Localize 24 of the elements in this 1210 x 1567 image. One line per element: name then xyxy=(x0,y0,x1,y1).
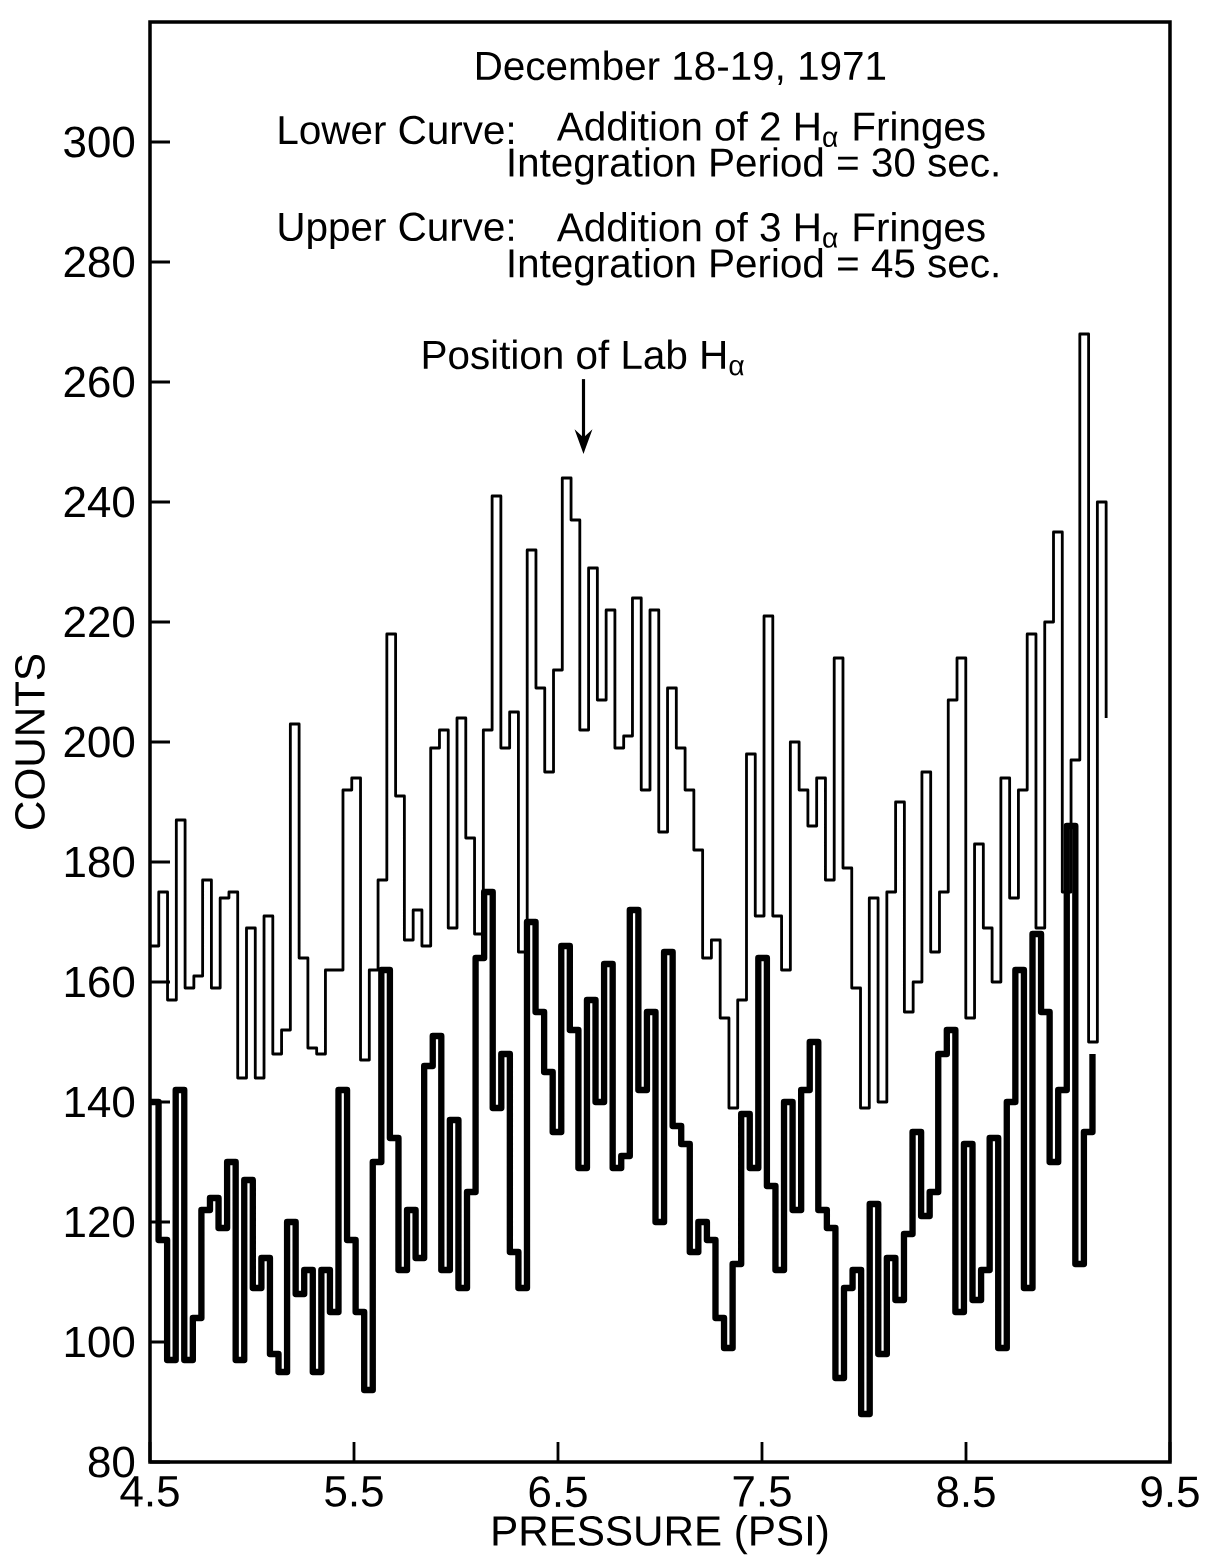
y-tick-label: 220 xyxy=(64,606,135,638)
y-axis-title: COUNTS xyxy=(15,654,45,829)
y-tick-label: 300 xyxy=(64,126,135,158)
y-tick-label: 80 xyxy=(88,1446,135,1478)
y-tick-label: 100 xyxy=(65,1326,135,1358)
x-tick-label: 9.5 xyxy=(1141,1476,1199,1508)
x-tick-label: 5.5 xyxy=(325,1476,383,1507)
x-tick-label: 4.5 xyxy=(120,1476,179,1507)
annotation: Lower Curve: xyxy=(279,115,513,145)
text: December 18-19, 1971 xyxy=(477,50,886,86)
annotation: Upper Curve: xyxy=(279,212,513,250)
x-tick-label: 8.5 xyxy=(937,1476,995,1508)
x-axis-title: PRESSURE (PSI) xyxy=(493,1514,828,1555)
y-tick-label: 140 xyxy=(65,1086,135,1118)
y-tick-label: 260 xyxy=(64,366,135,398)
y-tick-label: 240 xyxy=(64,486,135,518)
y-tick-label: 280 xyxy=(64,246,135,278)
y-tick-label: 120 xyxy=(65,1206,135,1238)
y-tick-label: 160 xyxy=(65,966,135,998)
x-tick-label: 7.5 xyxy=(733,1476,791,1507)
x-tick-label: 6.5 xyxy=(529,1476,587,1508)
y-tick-label: 180 xyxy=(65,846,135,878)
y-tick-label: 200 xyxy=(64,726,135,758)
annotation: Position of Lab H$_{α}$ xyxy=(423,339,744,376)
